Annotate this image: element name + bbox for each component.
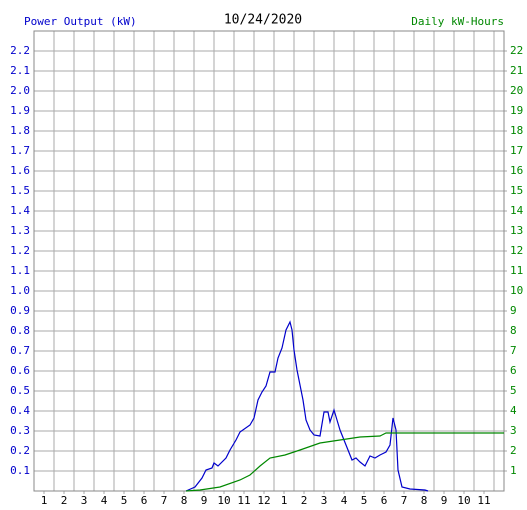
x-tick-label: 4 (341, 494, 348, 507)
y2-tick-label: 14 (510, 204, 524, 217)
y2-tick-label: 6 (510, 364, 517, 377)
x-tick-label: 12 (257, 494, 270, 507)
y2-tick-label: 5 (510, 384, 517, 397)
y2-tick-label: 4 (510, 404, 517, 417)
x-tick-label: 7 (161, 494, 168, 507)
y-tick-label: 0.5 (10, 384, 30, 397)
y-tick-label: 0.4 (10, 404, 30, 417)
x-tick-label: 9 (201, 494, 208, 507)
y-tick-label: 2.1 (10, 64, 30, 77)
y2-tick-label: 10 (510, 284, 523, 297)
y-tick-label: 1.1 (10, 264, 30, 277)
y2-axis-title: Daily kW-Hours (411, 15, 504, 28)
y-tick-label: 2.0 (10, 84, 30, 97)
y-tick-label: 0.2 (10, 444, 30, 457)
y2-tick-label: 2 (510, 444, 517, 457)
y-tick-label: 1.0 (10, 284, 30, 297)
y-tick-label: 0.7 (10, 344, 30, 357)
y2-tick-label: 17 (510, 144, 523, 157)
x-tick-label: 1 (281, 494, 288, 507)
x-tick-label: 11 (477, 494, 490, 507)
x-tick-label: 8 (421, 494, 428, 507)
x-tick-label: 10 (217, 494, 230, 507)
y-tick-label: 1.9 (10, 104, 30, 117)
y2-tick-label: 19 (510, 104, 523, 117)
y-tick-label: 0.3 (10, 424, 30, 437)
x-tick-label: 2 (61, 494, 68, 507)
y2-tick-label: 16 (510, 164, 523, 177)
y2-tick-label: 13 (510, 224, 523, 237)
x-tick-label: 3 (321, 494, 328, 507)
y2-tick-label: 9 (510, 304, 517, 317)
plot-border (33, 30, 505, 492)
y2-tick-label: 12 (510, 244, 523, 257)
y-tick-label: 1.7 (10, 144, 30, 157)
x-tick-label: 8 (181, 494, 188, 507)
y-tick-label: 0.6 (10, 364, 30, 377)
x-tick-label: 2 (301, 494, 308, 507)
y2-tick-label: 18 (510, 124, 523, 137)
y-tick-label: 1.2 (10, 244, 30, 257)
x-tick-label: 7 (401, 494, 408, 507)
y-tick-label: 0.1 (10, 464, 30, 477)
x-tick-label: 6 (381, 494, 388, 507)
y-tick-label: 2.2 (10, 44, 30, 57)
y2-tick-label: 22 (510, 44, 523, 57)
y-tick-label: 1.4 (10, 204, 30, 217)
y-tick-label: 1.6 (10, 164, 30, 177)
x-tick-label: 11 (237, 494, 250, 507)
y-tick-label: 1.3 (10, 224, 30, 237)
y-tick-label: 1.5 (10, 184, 30, 197)
y2-tick-label: 20 (510, 84, 523, 97)
y2-tick-label: 3 (510, 424, 517, 437)
y-tick-label: 0.8 (10, 324, 30, 337)
x-tick-label: 1 (41, 494, 48, 507)
chart-title: 10/24/2020 (224, 13, 302, 28)
x-tick-label: 5 (121, 494, 128, 507)
x-tick-label: 5 (361, 494, 368, 507)
y-tick-label: 1.8 (10, 124, 30, 137)
x-tick-label: 10 (457, 494, 470, 507)
y2-tick-label: 7 (510, 344, 517, 357)
x-tick-label: 4 (101, 494, 108, 507)
x-tick-label: 6 (141, 494, 148, 507)
y-tick-label: 0.9 (10, 304, 30, 317)
y2-tick-label: 21 (510, 64, 523, 77)
y2-tick-label: 15 (510, 184, 523, 197)
x-tick-label: 9 (441, 494, 448, 507)
y2-tick-label: 8 (510, 324, 517, 337)
y-axis-title: Power Output (kW) (24, 15, 137, 28)
y2-tick-label: 1 (510, 464, 517, 477)
series-line (185, 432, 504, 492)
x-tick-label: 3 (81, 494, 88, 507)
series-line (185, 320, 429, 492)
y2-tick-label: 11 (510, 264, 523, 277)
